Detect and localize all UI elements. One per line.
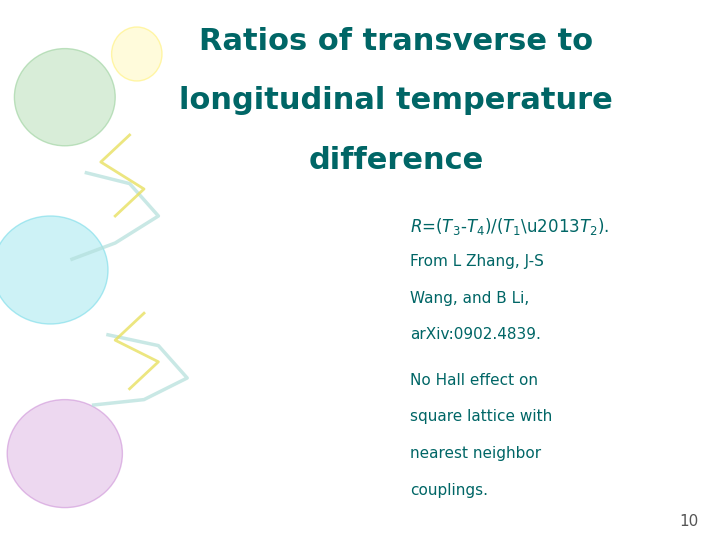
Text: longitudinal temperature: longitudinal temperature <box>179 86 613 116</box>
Text: Wang, and B Li,: Wang, and B Li, <box>410 291 530 306</box>
Text: difference: difference <box>308 146 484 175</box>
Text: No Hall effect on: No Hall effect on <box>410 373 539 388</box>
Ellipse shape <box>0 216 108 324</box>
Text: square lattice with: square lattice with <box>410 409 553 424</box>
Text: couplings.: couplings. <box>410 483 488 498</box>
Ellipse shape <box>14 49 115 146</box>
Text: $\it{R}$=($\it{T}_3$-$\it{T}_4$)/($\it{T}_1$\u2013$\it{T}_2$).: $\it{R}$=($\it{T}_3$-$\it{T}_4$)/($\it{T… <box>410 216 610 237</box>
Text: From L Zhang, J-S: From L Zhang, J-S <box>410 254 544 269</box>
Text: 10: 10 <box>679 514 698 529</box>
Text: nearest neighbor: nearest neighbor <box>410 446 541 461</box>
Ellipse shape <box>112 27 162 81</box>
Text: arXiv:0902.4839.: arXiv:0902.4839. <box>410 327 541 342</box>
Ellipse shape <box>7 400 122 508</box>
Text: Ratios of transverse to: Ratios of transverse to <box>199 27 593 56</box>
